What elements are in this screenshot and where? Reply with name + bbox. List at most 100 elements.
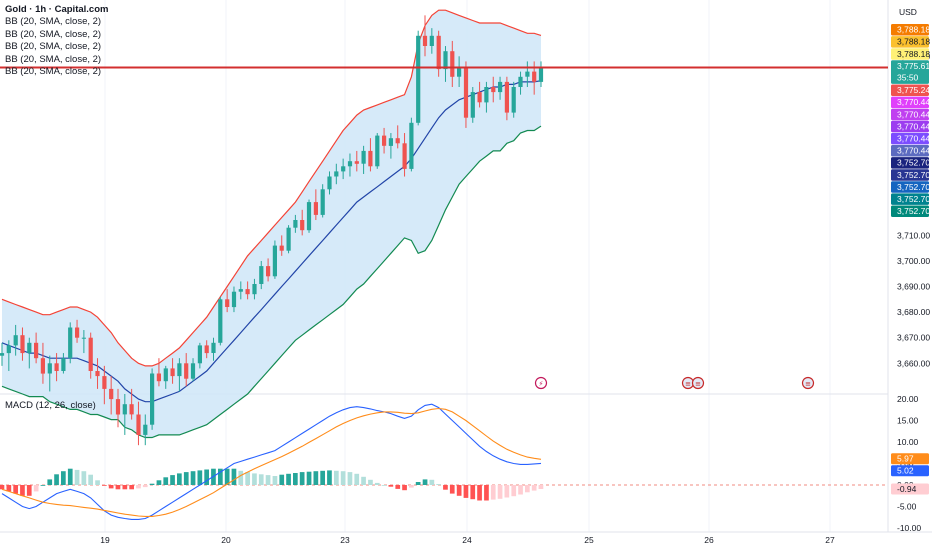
- macd-histogram-bar: [320, 470, 325, 485]
- macd-histogram-bar: [484, 485, 489, 501]
- price-tag: [891, 60, 929, 84]
- candle-body: [306, 202, 312, 231]
- macd-histogram-bar: [388, 485, 394, 487]
- price-tag: [891, 193, 929, 205]
- macd-histogram-bar: [395, 485, 401, 489]
- macd-histogram-bar: [190, 471, 196, 485]
- macd-histogram-bar: [183, 472, 189, 485]
- macd-histogram-bar: [197, 470, 203, 485]
- candle-body: [218, 299, 223, 343]
- candle-body: [136, 414, 141, 435]
- macd-histogram-bar: [252, 473, 257, 485]
- candle-body: [81, 337, 86, 339]
- candle-body: [225, 299, 230, 307]
- candle-body: [457, 66, 462, 77]
- candle-body: [61, 358, 66, 371]
- price-tag-label: 3,770.44: [897, 109, 930, 119]
- symbol-title[interactable]: Gold · 1h · Capital.com: [5, 4, 109, 15]
- macd-histogram-bar: [115, 485, 121, 490]
- candle-body: [190, 363, 196, 379]
- candle-body: [95, 371, 100, 377]
- indicator-bb-4[interactable]: BB (20, SMA, close, 2): [5, 53, 102, 65]
- candle-body: [143, 424, 148, 435]
- candle-body: [341, 166, 346, 172]
- macd-histogram-bar: [422, 479, 428, 485]
- candle-body: [518, 76, 523, 87]
- candle-body: [245, 289, 250, 295]
- macd-histogram-bar: [40, 485, 46, 486]
- candle-body: [498, 81, 503, 93]
- candle-body: [122, 404, 127, 415]
- time-tick-label: 27: [825, 535, 835, 545]
- candle-body: [0, 353, 5, 356]
- macd-histogram-bar: [518, 485, 523, 495]
- time-tick-label: 20: [221, 535, 231, 545]
- macd-pane: [0, 403, 888, 520]
- macd-histogram-bar: [531, 485, 537, 491]
- candle-body: [6, 345, 11, 354]
- indicator-bb-2[interactable]: BB (20, SMA, close, 2): [5, 28, 102, 40]
- macd-histogram-bar: [13, 485, 18, 494]
- macd-histogram-bar: [347, 472, 353, 485]
- macd-histogram-bar: [231, 468, 237, 485]
- price-tick-label: 3,710.00: [897, 230, 930, 240]
- time-tick-label: 25: [584, 535, 594, 545]
- candle-body: [300, 220, 305, 231]
- price-tag: [891, 169, 929, 181]
- macd-histogram-bar: [81, 471, 87, 485]
- macd-histogram-bar: [20, 485, 25, 496]
- macd-histogram-bar: [334, 470, 339, 485]
- macd-legend[interactable]: MACD (12, 26, close): [5, 400, 96, 411]
- candle-body: [470, 92, 475, 118]
- candle-body: [266, 266, 271, 277]
- macd-histogram-bar: [238, 470, 244, 485]
- macd-histogram-bar: [361, 476, 366, 485]
- indicator-bb-1[interactable]: BB (20, SMA, close, 2): [5, 16, 102, 28]
- price-tag-label: 3,770.44: [897, 134, 930, 144]
- macd-histogram-bar: [74, 469, 80, 485]
- macd-histogram-bar: [415, 482, 421, 485]
- svg-text:≡: ≡: [805, 380, 811, 388]
- macd-tag: [891, 465, 929, 477]
- candle-body: [477, 92, 482, 103]
- macd-histogram-bar: [26, 485, 32, 496]
- price-tag-label: 3,752.70: [897, 158, 930, 168]
- macd-tag: [891, 483, 929, 495]
- macd-histogram-bar: [368, 479, 373, 485]
- candle-body: [272, 245, 277, 277]
- candle-body: [259, 266, 264, 284]
- macd-histogram-bar: [129, 485, 134, 490]
- candle-body: [443, 51, 448, 70]
- macd-histogram-bar: [538, 485, 544, 489]
- candle-body: [170, 368, 175, 377]
- candle-body: [40, 358, 45, 374]
- time-tick-label: 24: [462, 535, 472, 545]
- macd-histogram-bar: [224, 468, 230, 485]
- macd-histogram-bar: [102, 485, 107, 486]
- macd-histogram-bar: [402, 485, 407, 491]
- candle-body: [156, 373, 161, 382]
- candle-body: [436, 35, 441, 70]
- price-tag-label: 3,752.70: [897, 194, 930, 204]
- price-tag-label: 3,770.44: [897, 146, 930, 156]
- indicator-bb-3[interactable]: BB (20, SMA, close, 2): [5, 41, 102, 53]
- time-axis: 19 20 23 24 25 26 27: [100, 535, 835, 545]
- candle-body: [422, 35, 428, 46]
- macd-histogram-bar: [33, 485, 39, 492]
- lightning-icon: ⚡: [534, 376, 548, 390]
- macd-histogram-bar: [177, 473, 182, 485]
- indicator-bb-5[interactable]: BB (20, SMA, close, 2): [5, 66, 102, 78]
- price-tag: [891, 84, 929, 96]
- macd-histogram-bar: [108, 485, 114, 489]
- macd-histogram-bar: [449, 485, 455, 494]
- macd-histogram-bar: [340, 471, 346, 485]
- macd-tick-label: 20.00: [897, 394, 919, 404]
- candle-body: [347, 161, 353, 167]
- price-tag: [891, 181, 929, 193]
- us-flag-icon: ≡: [691, 376, 705, 390]
- chart-legend: Gold · 1h · Capital.com BB (20, SMA, clo…: [5, 4, 108, 78]
- macd-histogram-bar: [156, 480, 162, 485]
- price-tag: [891, 205, 929, 217]
- bb-lower-line: [1, 125, 542, 439]
